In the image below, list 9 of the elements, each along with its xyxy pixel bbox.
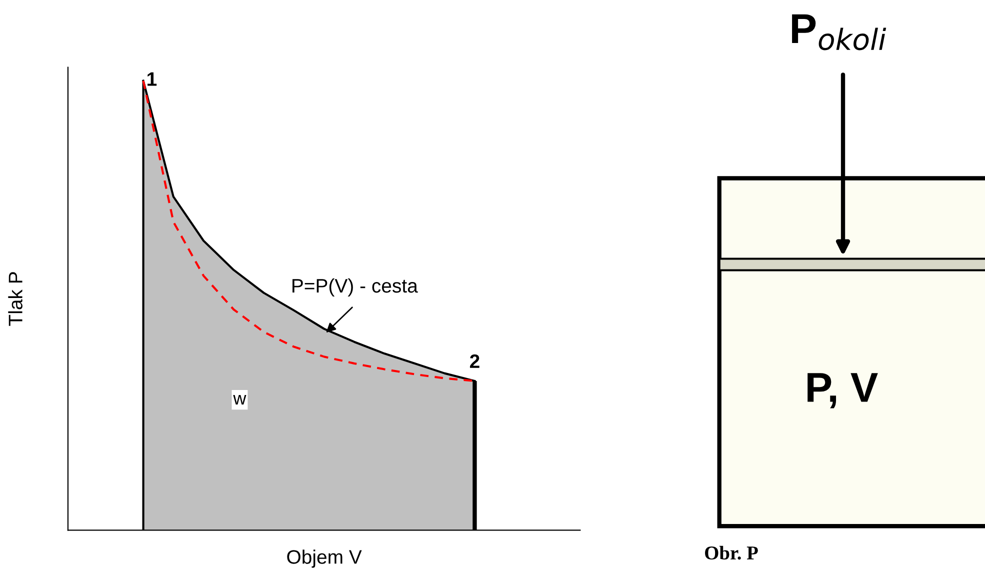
y-axis-title: Tlak P bbox=[8, 272, 22, 326]
text: P$_{okoli}$ bbox=[792, 14, 886, 50]
annotation: 1 bbox=[148, 72, 157, 86]
annotation: 2 bbox=[470, 354, 480, 368]
annotation: w bbox=[233, 394, 246, 404]
annotation: P=P(V) - cesta bbox=[292, 278, 418, 297]
text: P, V bbox=[808, 373, 878, 408]
x-axis-title: Objem V bbox=[287, 550, 362, 568]
text: Obr. P bbox=[705, 546, 758, 560]
